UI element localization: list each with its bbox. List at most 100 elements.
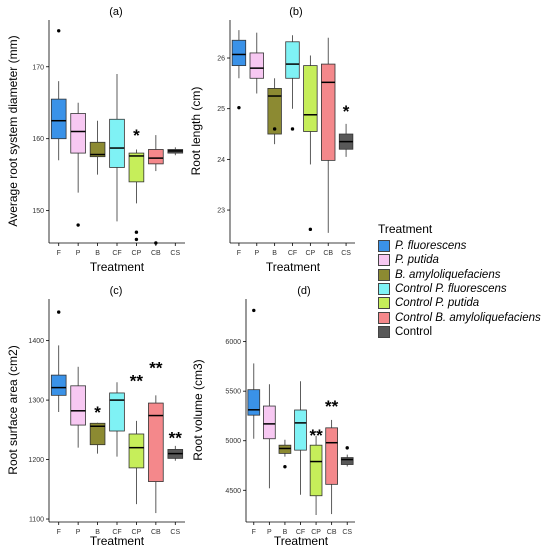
outlier-point (57, 310, 61, 314)
box (285, 41, 300, 79)
x-tick-label: CF (288, 250, 297, 257)
legend-label: P. putida (395, 254, 439, 267)
legend-key (378, 240, 390, 253)
outlier-point (283, 464, 287, 469)
legend-item: Control P. fluorescens (378, 282, 546, 296)
box (128, 152, 145, 183)
box (128, 433, 145, 469)
legend-item: Control B. amyloliquefaciens (378, 310, 546, 324)
outlier-point (345, 446, 349, 450)
legend-item: B. amyloliquefaciens (378, 268, 546, 282)
box (89, 422, 106, 446)
box (89, 141, 106, 158)
box (278, 444, 292, 454)
box (109, 118, 125, 168)
box (267, 88, 282, 135)
panel-title: (c) (110, 285, 123, 297)
x-tick-label: F (57, 529, 61, 536)
y-tick-label: 150 (32, 208, 44, 215)
x-tick-label: CB (151, 250, 161, 257)
x-tick-label: CP (132, 529, 142, 536)
box (325, 427, 338, 485)
box (50, 374, 67, 396)
box (309, 444, 323, 497)
x-tick-label: B (283, 529, 288, 536)
legend-key (378, 297, 390, 310)
legend-key (378, 311, 390, 324)
y-tick-label: 23 (217, 208, 225, 215)
box (231, 39, 247, 67)
x-tick-label: CF (112, 529, 121, 536)
panel-title: (b) (289, 6, 302, 18)
legend-key (378, 325, 390, 338)
box (70, 113, 86, 154)
y-axis-label: Root volume (cm3) (191, 359, 205, 460)
legend-items: P. fluorescens P. putida B. amyloliquefaci… (378, 239, 546, 339)
box (70, 385, 86, 426)
significance-marker: * (133, 126, 140, 145)
x-tick-label: P (76, 529, 81, 536)
y-tick-label: 170 (32, 64, 44, 71)
x-tick-label: B (95, 529, 100, 536)
x-tick-label: CF (296, 529, 305, 536)
panel-title: (a) (109, 6, 122, 18)
x-tick-label: P (267, 529, 272, 536)
y-tick-label: 160 (32, 136, 44, 143)
x-tick-label: CS (170, 250, 180, 257)
y-tick-label: 6000 (225, 339, 241, 346)
x-tick-label: F (252, 529, 256, 536)
box (249, 52, 264, 79)
x-tick-label: CB (323, 250, 333, 257)
x-tick-label: CB (327, 529, 337, 536)
box (303, 65, 318, 132)
significance-marker: ** (309, 426, 323, 445)
significance-marker: ** (325, 397, 339, 416)
x-tick-label: CP (132, 250, 142, 257)
y-tick-label: 25 (217, 106, 225, 113)
x-tick-label: F (237, 250, 241, 257)
legend-label: B. amyloliquefaciens (395, 268, 501, 281)
y-tick-label: 1400 (28, 338, 44, 345)
box (109, 392, 125, 432)
box (148, 402, 164, 482)
legend-label: Control (395, 325, 433, 338)
outlier-point (134, 237, 139, 242)
y-tick-label: 5000 (225, 438, 241, 445)
outlier-point (272, 127, 277, 131)
x-tick-label: B (272, 250, 277, 257)
outlier-point (76, 223, 80, 227)
panel-title: (d) (297, 285, 310, 297)
significance-marker: * (343, 102, 350, 121)
legend-label: Control P. putida (395, 297, 480, 310)
x-tick-label: CF (112, 250, 121, 257)
significance-marker: ** (169, 429, 183, 448)
x-tick-label: CP (305, 250, 315, 257)
x-tick-label: CS (170, 529, 180, 536)
x-tick-label: B (95, 250, 100, 257)
box (340, 457, 354, 465)
box (247, 389, 261, 416)
box (294, 409, 307, 451)
x-axis-label: Treatment (266, 260, 321, 274)
legend-title: Treatment (378, 222, 433, 236)
y-tick-label: 1300 (28, 398, 44, 405)
box (148, 149, 164, 165)
x-tick-label: CS (342, 529, 352, 536)
legend-item: P. putida (378, 253, 546, 267)
significance-marker: * (94, 403, 101, 422)
legend-item: Control P. putida (378, 296, 546, 310)
legend-label: Control B. amyloliquefaciens (395, 311, 541, 324)
x-tick-label: CB (151, 529, 161, 536)
x-tick-label: F (57, 250, 61, 257)
y-axis-label: Average root system diameter (mm) (6, 35, 20, 226)
y-tick-label: 4500 (225, 488, 241, 495)
legend-label: P. fluorescens (395, 240, 467, 253)
outlier-point (237, 105, 241, 110)
legend-key (378, 283, 390, 296)
significance-marker: ** (130, 371, 144, 390)
outlier-point (134, 230, 139, 234)
legend-item: P. fluorescens (378, 239, 546, 253)
y-tick-label: 26 (217, 56, 225, 63)
y-axis-label: Root length (cm) (189, 87, 203, 176)
